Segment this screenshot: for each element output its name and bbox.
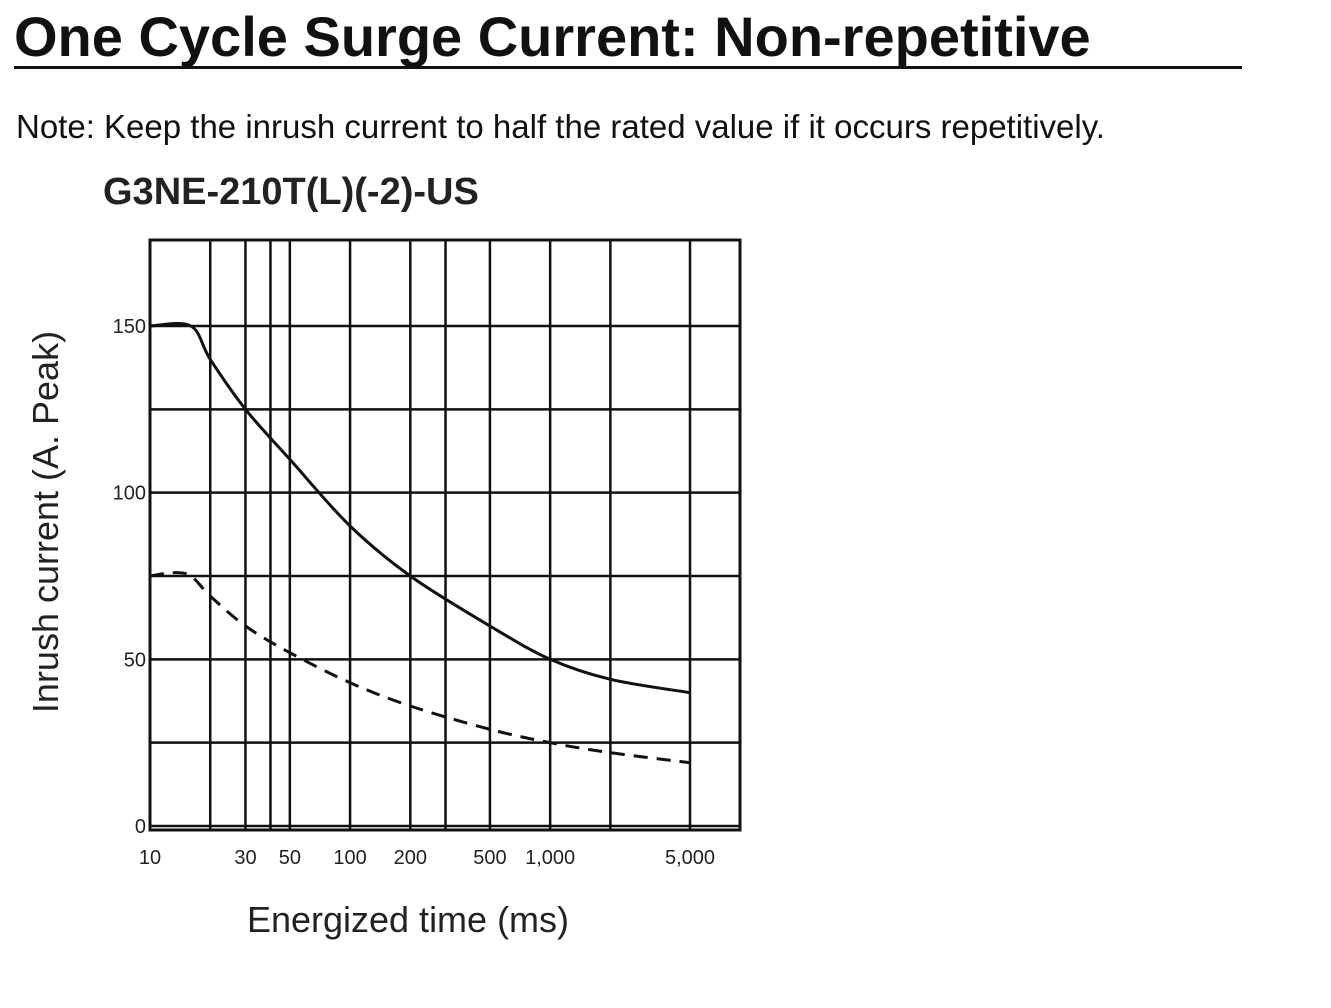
chart-series [149,322,691,765]
x-tick-label: 30 [234,847,256,869]
page-heading: One Cycle Surge Current: Non-repetitive [14,5,1091,68]
chart-title: G3NE-210T(L)(-2)-US [103,171,479,213]
y-tick-label: 50 [124,649,146,671]
repetition-note: Note: Keep the inrush current to half th… [16,108,1105,145]
axis-ticks: 10 30 50 100 200 500 1,000 5,000 0 50 100 150 [113,316,715,869]
dashed-series-line [149,571,691,765]
x-tick-label: 500 [473,847,506,869]
y-tick-label: 0 [135,816,146,838]
x-tick-label: 10 [139,847,161,869]
heading-underline [14,66,1242,69]
x-tick-label: 100 [333,847,366,869]
plot-frame [148,238,742,832]
x-axis-label: Energized time (ms) [247,899,569,940]
x-tick-label: 200 [394,847,427,869]
chart-grid [148,240,740,830]
y-axis-label: Inrush current (A. Peak) [25,331,66,713]
x-tick-label: 5,000 [665,847,715,869]
solid-series-line [149,322,691,695]
y-tick-label: 150 [113,316,146,338]
x-tick-label: 1,000 [525,847,575,869]
x-tick-label: 50 [279,847,301,869]
y-tick-label: 100 [113,483,146,505]
